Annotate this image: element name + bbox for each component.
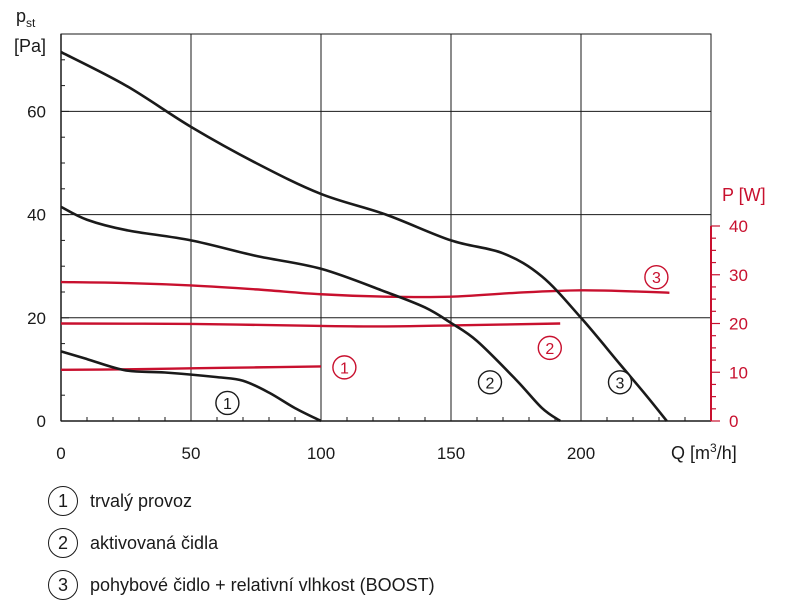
pressure-marker-circle-1 <box>215 390 240 416</box>
power-curve-2 <box>60 322 561 328</box>
y-right-tick-label-10: 10 <box>729 363 748 382</box>
series-lines <box>60 50 670 423</box>
y-left-tick-label-20: 20 <box>27 309 46 328</box>
x-label-end: /h] <box>717 443 737 463</box>
y-left-tick-label-60: 60 <box>27 102 46 121</box>
power-marker-label-2: 2 <box>545 341 554 358</box>
legend: 1 trvalý provoz 2 aktivovaná čidla 3 poh… <box>48 480 435 606</box>
y-left-label-main: p <box>16 6 26 26</box>
power-marker-label-3: 3 <box>652 270 661 287</box>
power-marker-label-1: 1 <box>340 360 349 377</box>
pressure-marker-circle-2 <box>477 370 503 395</box>
y-left-label-sub: st <box>26 16 36 30</box>
x-label-main: Q [m <box>671 443 710 463</box>
power-marker-circle-1 <box>332 355 357 380</box>
pressure-curve-1 <box>60 350 322 423</box>
pressure-marker-label-3: 3 <box>616 375 625 392</box>
pressure-marker-label-2: 2 <box>486 375 495 392</box>
pressure-curve-3 <box>60 50 668 422</box>
y-right-axis-label: P [W] <box>722 185 766 205</box>
y-left-unit-label: [Pa] <box>14 36 46 56</box>
grid <box>60 33 712 422</box>
plot-frame <box>60 33 712 422</box>
series-markers: 1 2 3 1 2 3 <box>215 264 669 416</box>
x-label-sup: 3 <box>710 441 717 455</box>
y-right-tick-label-0: 0 <box>729 412 738 431</box>
power-marker-circle-2 <box>537 335 562 361</box>
x-tick-label-200: 200 <box>567 444 595 463</box>
x-tick-label-100: 100 <box>307 444 335 463</box>
power-curve-3 <box>60 280 670 299</box>
legend-text-3: pohybové čidlo + relativní vlhkost (BOOS… <box>90 574 435 595</box>
y-right-tick-label-40: 40 <box>729 217 748 236</box>
legend-marker-2: 2 <box>48 528 78 558</box>
x-tick-label-0: 0 <box>56 444 65 463</box>
pressure-marker-label-1: 1 <box>223 396 232 413</box>
legend-text-2: aktivovaná čidla <box>90 532 219 553</box>
power-curve-1 <box>60 365 322 372</box>
y-left-tick-label-40: 40 <box>27 206 46 225</box>
tick-labels: 0 50 100 150 200 0 20 40 60 0 10 20 30 40 <box>27 102 748 463</box>
legend-item-2: 2 aktivovaná čidla <box>48 522 435 564</box>
y-left-tick-label-0: 0 <box>37 412 46 431</box>
y-left-axis-label: pst <box>16 6 36 30</box>
x-axis-label: Q [m3/h] <box>671 441 737 463</box>
x-tick-label-50: 50 <box>182 444 201 463</box>
power-marker-circle-3 <box>644 264 669 290</box>
pressure-marker-circle-3 <box>607 370 633 395</box>
pressure-curve-2 <box>60 205 561 423</box>
legend-item-1: 1 trvalý provoz <box>48 480 435 522</box>
legend-marker-1: 1 <box>48 486 78 516</box>
legend-text-1: trvalý provoz <box>90 490 193 511</box>
y-right-tick-label-30: 30 <box>729 266 748 285</box>
x-tick-label-150: 150 <box>437 444 465 463</box>
y-right-tick-label-20: 20 <box>729 315 748 334</box>
legend-marker-3: 3 <box>48 570 78 600</box>
